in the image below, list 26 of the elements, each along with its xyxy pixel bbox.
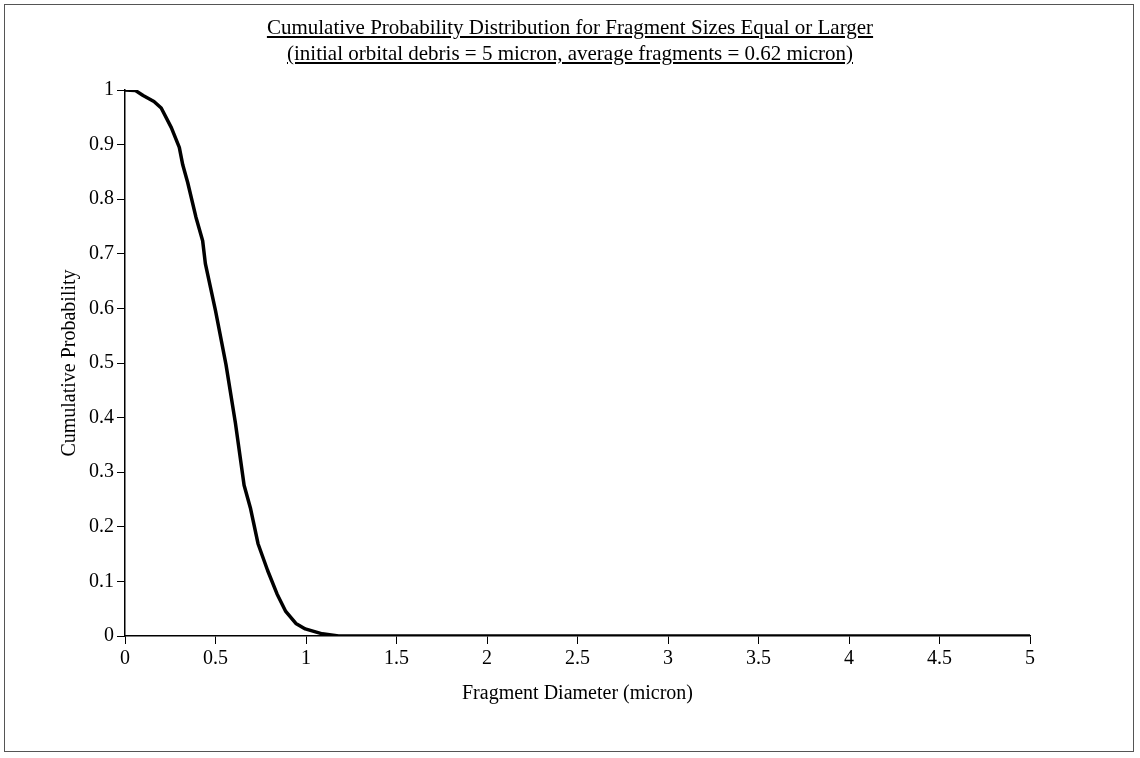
chart-title: Cumulative Probability Distribution for Fragment Sizes Equal or Larger xyxy=(266,15,874,39)
y-tick-label: 0.5 xyxy=(89,350,114,373)
y-tick-label: 0.6 xyxy=(89,295,114,318)
x-tick-label: 2 xyxy=(482,646,492,669)
x-tick-label: 0 xyxy=(120,646,130,669)
y-tick-label: 0.2 xyxy=(89,514,114,537)
x-tick-label: 5 xyxy=(1025,646,1035,669)
y-tick-label: 0.7 xyxy=(89,241,114,264)
y-tick-label: 0.1 xyxy=(89,568,114,591)
y-tick-label: 0.9 xyxy=(89,131,114,154)
x-tick-label: 3.5 xyxy=(746,646,771,669)
x-tick-label: 1 xyxy=(301,646,311,669)
x-tick-label: 4 xyxy=(844,646,854,669)
y-tick-label: 0 xyxy=(104,623,114,646)
x-axis-title: Fragment Diameter (micron) xyxy=(461,681,694,705)
x-tick-label: 3 xyxy=(663,646,673,669)
y-tick-label: 1 xyxy=(104,77,114,100)
x-tick-label: 0.5 xyxy=(203,646,228,669)
y-tick-label: 0.3 xyxy=(89,459,114,482)
y-axis-title: Cumulative Probability xyxy=(57,269,81,457)
y-tick-label: 0.4 xyxy=(89,404,114,427)
y-tick-label: 0.8 xyxy=(89,186,114,209)
x-tick-label: 1.5 xyxy=(384,646,409,669)
x-tick-label: 4.5 xyxy=(927,646,952,669)
x-tick-label: 2.5 xyxy=(565,646,590,669)
chart-subtitle: (initial orbital debris = 5 micron, average fragments = 0.62 micron) xyxy=(286,41,853,65)
